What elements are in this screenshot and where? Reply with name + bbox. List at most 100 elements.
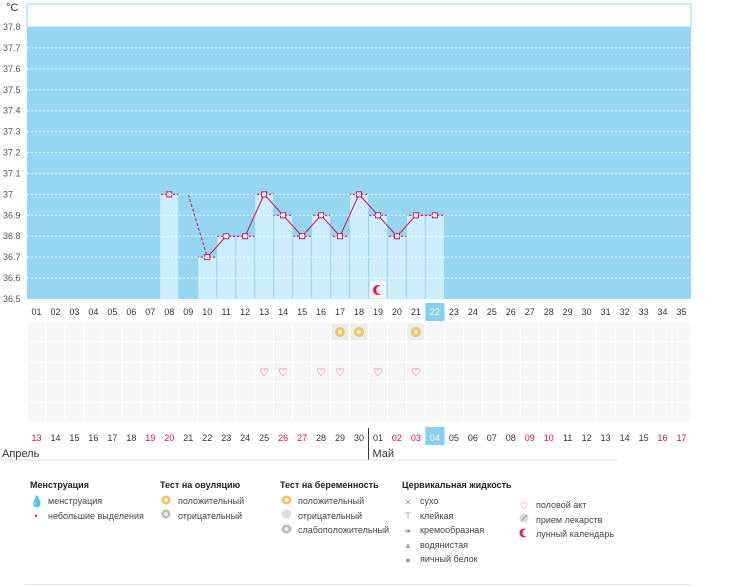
date-label: 13: [31, 433, 41, 443]
temperature-line-segment: [377, 214, 398, 237]
heart-icon: ♡: [278, 366, 288, 379]
legend-item: положительный: [280, 494, 389, 509]
legend-item: ❧ кремообразная: [402, 523, 512, 538]
cycle-day-label: 32: [620, 307, 630, 317]
temperature-line-segment: [263, 194, 284, 216]
cycle-day-label: 26: [506, 307, 516, 317]
date-label: 06: [468, 433, 478, 443]
date-label: 08: [506, 433, 516, 443]
date-label: 20: [164, 433, 174, 443]
cycle-day-label: 06: [126, 307, 136, 317]
drop-large-icon: 💧: [30, 495, 44, 508]
heart-icon: ♡: [335, 366, 345, 379]
moon-icon: [518, 528, 530, 542]
legend-title: Тест на овуляцию: [160, 480, 241, 490]
date-label: 30: [354, 433, 364, 443]
cycle-day-label: 35: [677, 307, 687, 317]
date-label: 22: [202, 433, 212, 443]
temperature-line-segment: [339, 194, 360, 237]
watery-icon: ▴: [405, 540, 411, 551]
cycle-day-label: 14: [278, 307, 288, 317]
y-tick-label: 36.5: [3, 294, 21, 304]
legend-title: Менструация: [30, 480, 89, 490]
cycle-day-label: 24: [468, 307, 478, 317]
date-label: 15: [639, 433, 649, 443]
temperature-bar: [387, 236, 406, 299]
cycle-day-label: 07: [145, 307, 155, 317]
temperature-line-dashed: [187, 194, 208, 258]
egg-white-icon: ●: [405, 554, 411, 565]
cycle-day-label: 18: [354, 307, 364, 317]
date-label: 23: [221, 433, 231, 443]
legend-item: ♡ половой акт: [518, 498, 614, 513]
temperature-bar: [217, 236, 236, 299]
cycle-day-label: 28: [544, 307, 554, 317]
heart-icon: ♡: [316, 366, 326, 379]
cycle-day-label: 19: [373, 307, 383, 317]
date-label: 10: [544, 433, 554, 443]
cycle-day-label: 09: [183, 307, 193, 317]
y-tick-label: 36.9: [3, 210, 21, 220]
y-tick-label: 36.6: [3, 273, 21, 283]
cycle-day-label: 12: [240, 307, 250, 317]
temperature-chart: °C 37.8 37.7 37.6 37.5 37.4 37.3 37.2 37.1 37 36.9…: [0, 2, 692, 461]
month-label: Май: [372, 448, 394, 460]
legend-label: менструация: [48, 496, 103, 506]
today-date-highlight: [425, 427, 445, 445]
heart-icon: ♡: [411, 366, 421, 379]
date-label: 19: [145, 433, 155, 443]
temperature-line-segment: [320, 214, 341, 237]
date-label: 14: [620, 433, 630, 443]
temperature-line-segment: [244, 194, 265, 237]
dry-icon: ×: [405, 496, 411, 507]
y-tick-label: 37.4: [3, 106, 21, 116]
date-label: 15: [69, 433, 79, 443]
legend-ovulation-test: Тест на овуляцию положительный отрицател…: [160, 480, 244, 523]
y-tick-label: 37.2: [3, 148, 21, 158]
date-label: 11: [563, 433, 572, 443]
drop-small-icon: •: [34, 511, 38, 522]
legend-divider: [25, 584, 690, 585]
legend-label: отрицательный: [178, 510, 243, 521]
legend-pregnancy-test: Тест на беременность положительный отриц…: [280, 480, 389, 538]
date-label: 02: [392, 433, 402, 443]
legend-label: сухо: [420, 496, 439, 506]
cycle-day-label: 21: [411, 307, 421, 317]
temperature-bar: [368, 215, 387, 299]
cycle-day-label: 01: [31, 307, 41, 317]
pregnancy-negative-icon: [280, 509, 292, 523]
ovulation-positive-core: [356, 329, 362, 335]
date-label: 09: [525, 433, 535, 443]
date-label: 12: [582, 433, 592, 443]
date-label: 18: [126, 433, 136, 443]
temperature-bar: [160, 194, 179, 299]
legend-item: ● яичный белок: [402, 552, 512, 567]
legend-title: Цервикальная жидкость: [402, 480, 512, 490]
y-tick-label: 36.8: [3, 231, 21, 241]
pregnancy-weak-icon: [280, 524, 292, 538]
date-label: 27: [297, 433, 307, 443]
cycle-day-label: 23: [449, 307, 459, 317]
temperature-bar: [236, 236, 255, 299]
temperature-bar: [293, 236, 312, 299]
heart-icon: ♡: [259, 366, 269, 379]
date-label: 21: [183, 433, 193, 443]
pill-icon: [518, 513, 530, 527]
legend-item: слабоположительный: [280, 523, 389, 538]
date-label: 24: [240, 433, 250, 443]
date-label: 17: [107, 433, 117, 443]
legend-item: отрицательный: [280, 509, 389, 524]
legend-menstruation: Менструация 💧 менструация • небольшие выде…: [30, 480, 144, 523]
month-label: Апрель: [2, 448, 40, 460]
temperature-line-segment: [282, 214, 303, 237]
cycle-day-label: 04: [88, 307, 98, 317]
ovulation-positive-core: [337, 329, 343, 335]
legend-item: ▴ водянистая: [402, 538, 512, 553]
date-label: 16: [88, 433, 98, 443]
creamy-icon: ❧: [404, 525, 412, 536]
cycle-day-label: 30: [582, 307, 592, 317]
chart-top-area: [26, 3, 692, 28]
y-tick-label: 37: [3, 189, 13, 199]
date-label: 26: [278, 433, 288, 443]
cycle-day-label: 05: [107, 307, 117, 317]
